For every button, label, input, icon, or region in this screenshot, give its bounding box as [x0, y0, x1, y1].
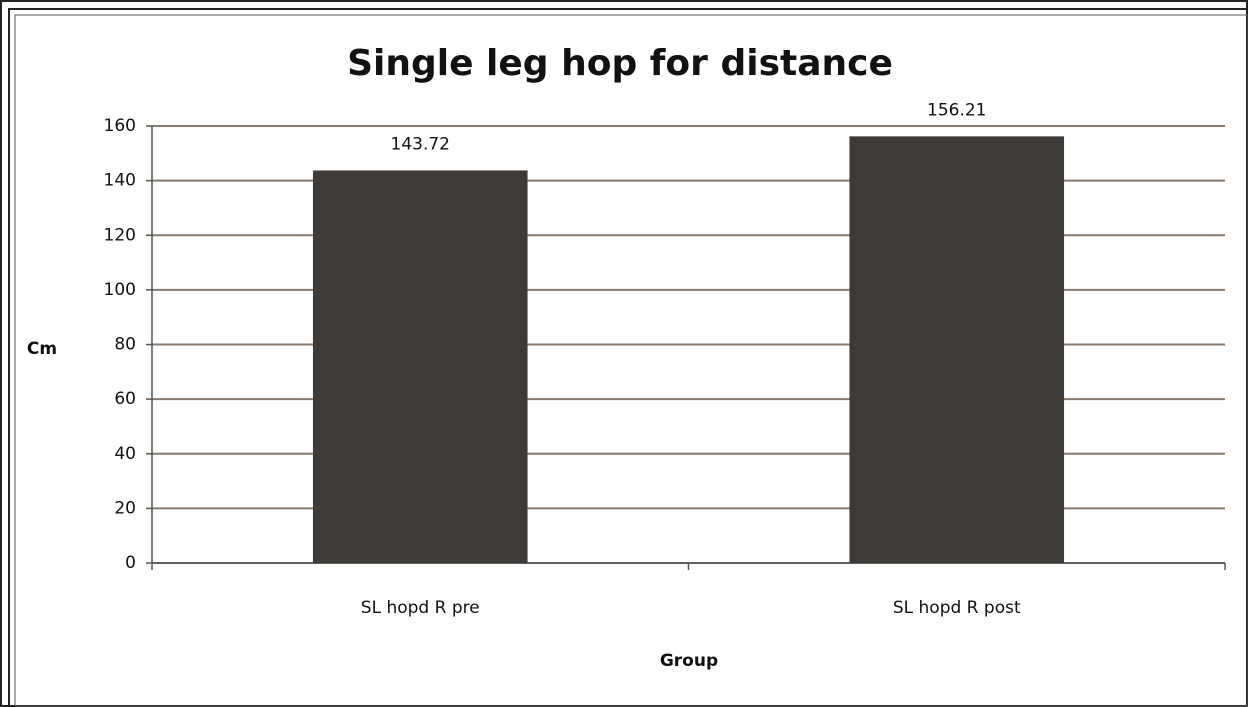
bar — [312, 170, 528, 563]
data-label: 156.21 — [927, 100, 986, 120]
data-label: 143.72 — [391, 134, 450, 154]
y-axis-title: Cm — [27, 339, 57, 359]
x-tick-label: SL hopd R pre — [361, 598, 480, 618]
y-tick-label: 160 — [104, 116, 136, 136]
y-tick-label: 100 — [104, 280, 136, 300]
chart-title: Single leg hop for distance — [347, 43, 893, 84]
y-tick-label: 80 — [114, 335, 136, 355]
x-axis-title: Group — [660, 651, 718, 671]
bar — [849, 136, 1065, 563]
y-tick-label: 60 — [114, 389, 136, 409]
y-tick-label: 40 — [114, 444, 136, 464]
y-tick-label: 20 — [114, 498, 136, 518]
y-tick-label: 0 — [125, 553, 136, 573]
y-tick-label: 120 — [104, 225, 136, 245]
x-tick-label: SL hopd R post — [893, 598, 1021, 618]
chart-area-border — [14, 14, 1248, 707]
y-tick-label: 140 — [104, 171, 136, 191]
